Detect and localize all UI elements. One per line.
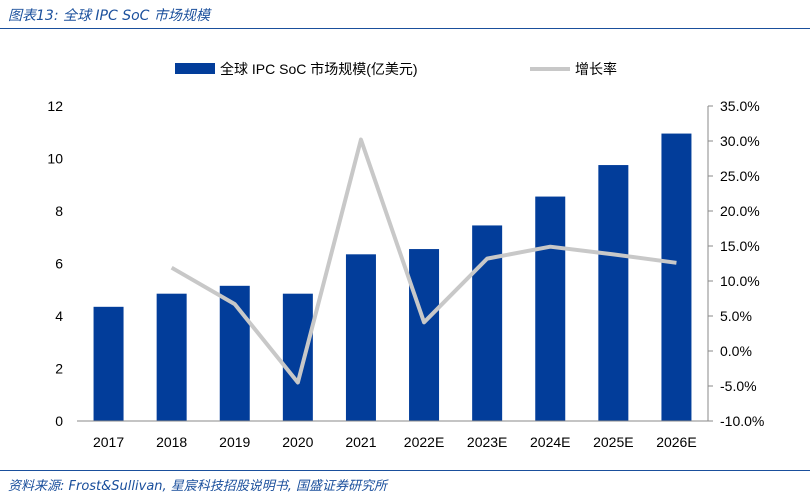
bar-series [93,133,692,421]
right-tick-label: 5.0% [720,308,752,324]
x-tick-label: 2022E [404,434,444,450]
x-tick-label: 2019 [219,434,250,450]
bar [345,254,376,421]
x-tick-label: 2023E [467,434,507,450]
x-tick-label: 2025E [593,434,633,450]
right-tick-label: 20.0% [720,203,760,219]
legend: 全球 IPC SoC 市场规模(亿美元) 增长率 [175,61,617,77]
bar [93,306,124,421]
left-tick-label: 6 [55,256,63,272]
x-axis-ticks: 2017 2018 2019 2020 2021 2022E 2023E 2024E 2025E… [93,434,697,450]
right-tick-label: 0.0% [720,343,752,359]
right-tick-label: -10.0% [720,413,764,429]
growth-rate-line [170,137,677,385]
source-note: 资料来源: Frost&Sullivan, 星宸科技招股说明书, 国盛证券研究所 [8,479,388,494]
figure-title: 图表13: 全球 IPC SoC 市场规模 [8,8,210,24]
x-tick-label: 2021 [345,434,376,450]
bar [661,133,692,421]
left-tick-label: 2 [55,361,63,377]
legend-line-label: 增长率 [575,61,617,77]
left-tick-label: 4 [55,308,63,324]
title-rule [0,28,810,29]
bar [156,293,187,421]
bar [409,249,440,421]
right-tick-label: 30.0% [720,133,760,149]
source-rule [0,470,810,471]
axes [77,106,709,422]
x-tick-label: 2018 [156,434,187,450]
bar [219,285,250,421]
bar [535,196,566,421]
x-tick-label: 2026E [656,434,696,450]
right-tick-label: -5.0% [720,378,757,394]
right-tick-label: 15.0% [720,238,760,254]
right-axis-ticks: -10.0% -5.0% 0.0% 5.0% 10.0% 15.0% 20.0% 25.0% 3… [708,98,764,429]
left-tick-label: 12 [47,98,63,114]
left-axis-ticks: 0 2 4 6 8 10 12 [47,98,63,429]
legend-bar-label: 全球 IPC SoC 市场规模(亿美元) [220,61,418,77]
legend-bar-swatch [175,63,215,74]
right-tick-label: 35.0% [720,98,760,114]
right-tick-label: 25.0% [720,168,760,184]
right-tick-label: 10.0% [720,273,760,289]
x-tick-label: 2017 [93,434,124,450]
left-tick-label: 0 [55,413,63,429]
bar [598,165,629,421]
left-tick-label: 10 [47,151,63,167]
bar [282,293,313,421]
x-tick-label: 2020 [282,434,313,450]
x-tick-label: 2024E [530,434,570,450]
left-tick-label: 8 [55,203,63,219]
